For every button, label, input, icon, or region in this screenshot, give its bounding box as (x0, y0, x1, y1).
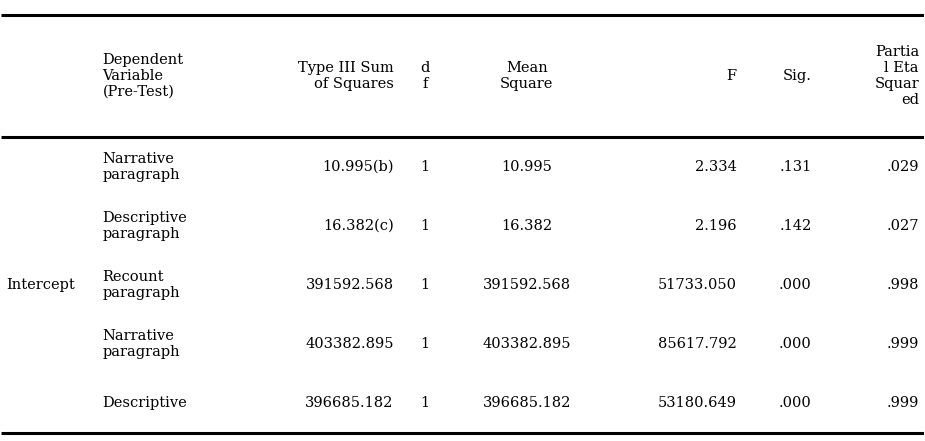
Text: 396685.182: 396685.182 (483, 396, 571, 411)
Text: Narrative
paragraph: Narrative paragraph (103, 152, 180, 182)
Text: 2.196: 2.196 (695, 219, 736, 233)
Text: .142: .142 (780, 219, 812, 233)
Text: Narrative
paragraph: Narrative paragraph (103, 329, 180, 359)
Text: 1: 1 (420, 219, 429, 233)
Text: 1: 1 (420, 278, 429, 292)
Text: 391592.568: 391592.568 (305, 278, 393, 292)
Text: Descriptive
paragraph: Descriptive paragraph (103, 211, 187, 241)
Text: .000: .000 (779, 337, 812, 351)
Text: Sig.: Sig. (783, 69, 812, 83)
Text: Intercept: Intercept (6, 278, 75, 292)
Text: 2.334: 2.334 (695, 160, 736, 174)
Text: .000: .000 (779, 278, 812, 292)
Text: .027: .027 (886, 219, 919, 233)
Text: 10.995(b): 10.995(b) (322, 160, 393, 174)
Text: 1: 1 (420, 160, 429, 174)
Text: 403382.895: 403382.895 (305, 337, 393, 351)
Text: .029: .029 (886, 160, 919, 174)
Text: 85617.792: 85617.792 (658, 337, 736, 351)
Text: .999: .999 (887, 337, 919, 351)
Text: 1: 1 (420, 396, 429, 411)
Text: 391592.568: 391592.568 (483, 278, 571, 292)
Text: Partia
l Eta
Squar
ed: Partia l Eta Squar ed (874, 45, 919, 107)
Text: 403382.895: 403382.895 (483, 337, 571, 351)
Text: 51733.050: 51733.050 (658, 278, 736, 292)
Text: F: F (726, 69, 736, 83)
Text: d
f: d f (420, 61, 429, 91)
Text: Descriptive: Descriptive (103, 396, 187, 411)
Text: Mean
Square: Mean Square (500, 61, 553, 91)
Text: Recount
paragraph: Recount paragraph (103, 270, 180, 300)
Text: 53180.649: 53180.649 (658, 396, 736, 411)
Text: .999: .999 (887, 396, 919, 411)
Text: 396685.182: 396685.182 (305, 396, 393, 411)
Text: Type III Sum
of Squares: Type III Sum of Squares (298, 61, 393, 91)
Text: 10.995: 10.995 (501, 160, 552, 174)
Text: .998: .998 (886, 278, 919, 292)
Text: Dependent
Variable
(Pre-Test): Dependent Variable (Pre-Test) (103, 52, 184, 99)
Text: 16.382: 16.382 (501, 219, 552, 233)
Text: 16.382(c): 16.382(c) (323, 219, 393, 233)
Text: .131: .131 (780, 160, 812, 174)
Text: 1: 1 (420, 337, 429, 351)
Text: .000: .000 (779, 396, 812, 411)
